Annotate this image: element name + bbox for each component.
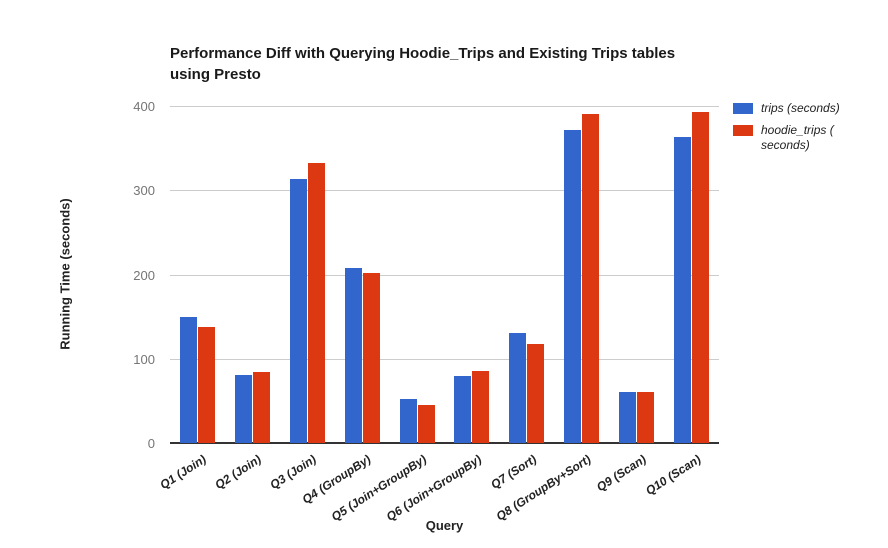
bar-group-10: [664, 106, 719, 443]
x-axis-line: [170, 442, 719, 444]
x-axis-title: Query: [425, 518, 464, 533]
bar-trips-q10[interactable]: [674, 137, 692, 443]
x-tick-label-q1: Q1 (Join): [157, 452, 210, 493]
legend-label-hoodie_trips: hoodie_trips (seconds): [761, 123, 834, 152]
bar-hoodie_trips-q9[interactable]: [637, 392, 655, 443]
bar-group-2: [225, 106, 280, 443]
bar-trips-q8[interactable]: [564, 130, 582, 443]
gridline-400: [170, 106, 719, 107]
bar-group-3: [280, 106, 335, 443]
bar-hoodie_trips-q6[interactable]: [472, 371, 490, 443]
y-tick-label-200: 200: [133, 267, 155, 283]
gridline-200: [170, 274, 719, 276]
legend-item-trips: trips (seconds): [733, 101, 840, 116]
y-tick-label-0: 0: [147, 436, 155, 451]
legend-item-hoodie_trips: hoodie_trips (seconds): [733, 123, 840, 153]
legend-swatch-hoodie_trips: [733, 125, 753, 136]
bar-trips-q7[interactable]: [509, 332, 527, 443]
gridline-300: [170, 190, 719, 192]
bar-trips-q9[interactable]: [619, 391, 637, 443]
legend-swatch-trips: [733, 103, 753, 114]
y-tick-label-300: 300: [133, 183, 155, 199]
plot-area: [170, 106, 719, 444]
legend: trips (seconds) hoodie_trips (seconds): [733, 101, 840, 160]
x-tick-label-q7: Q7 (Sort): [487, 452, 539, 492]
bar-group-4: [335, 106, 390, 443]
x-tick-label-q10: Q10 (Scan): [642, 452, 704, 498]
bar-hoodie_trips-q5[interactable]: [417, 405, 435, 443]
bar-group-1: [170, 106, 225, 443]
bar-group-8: [554, 106, 609, 443]
legend-label-trips: trips (seconds): [761, 101, 840, 115]
x-tick-label-q2: Q2 (Join): [212, 452, 264, 493]
y-tick-label-400: 400: [133, 99, 155, 114]
bar-hoodie_trips-q2[interactable]: [252, 372, 270, 443]
bar-hoodie_trips-q3[interactable]: [307, 163, 325, 443]
bar-hoodie_trips-q7[interactable]: [527, 344, 545, 443]
bar-hoodie_trips-q10[interactable]: [692, 111, 710, 443]
bar-group-5: [390, 106, 445, 443]
bar-trips-q5[interactable]: [399, 399, 417, 443]
x-tick-label-q8: Q8 (GroupBy+Sort): [493, 452, 594, 524]
x-tick-label-q5: Q5 (Join+GroupBy): [328, 452, 429, 524]
gridline-100: [170, 358, 719, 360]
bar-trips-q3[interactable]: [289, 179, 307, 443]
bar-hoodie_trips-q4[interactable]: [362, 272, 380, 443]
bar-group-6: [445, 106, 500, 443]
chart-title-line2: using Presto: [170, 66, 261, 83]
bar-group-9: [609, 106, 664, 443]
bar-trips-q2[interactable]: [234, 374, 252, 443]
y-axis-title: Running Time (seconds): [57, 198, 73, 350]
bar-hoodie_trips-q1[interactable]: [197, 326, 215, 443]
chart-title: Performance Diff with Querying Hoodie_Tr…: [170, 43, 675, 85]
bar-trips-q1[interactable]: [179, 316, 197, 443]
bar-hoodie_trips-q8[interactable]: [582, 113, 600, 443]
bar-group-7: [499, 106, 554, 443]
y-tick-label-100: 100: [133, 351, 155, 367]
bar-trips-q4[interactable]: [344, 267, 362, 443]
chart-title-line1: Performance Diff with Querying Hoodie_Tr…: [170, 45, 676, 62]
x-tick-label-q6: Q6 (Join+GroupBy): [383, 452, 484, 524]
x-tick-label-q9: Q9 (Scan): [593, 452, 649, 495]
bar-trips-q6[interactable]: [454, 375, 472, 443]
